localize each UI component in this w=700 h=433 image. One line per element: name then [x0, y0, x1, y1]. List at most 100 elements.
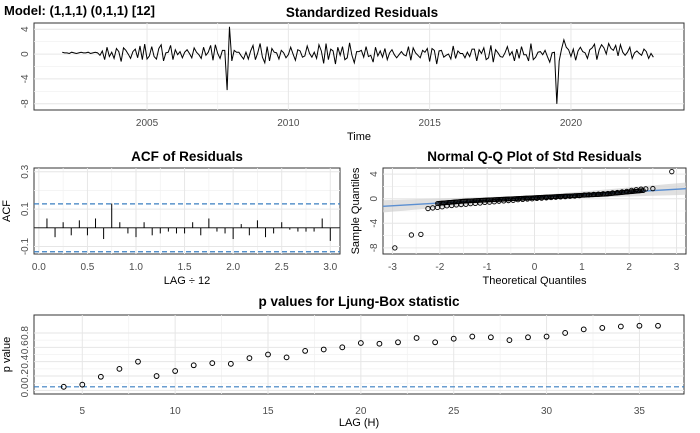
qq-point: [624, 188, 630, 194]
acf-x-tick-label: 3.0: [323, 262, 337, 273]
acf-y-tick-label: 0.1: [20, 202, 31, 216]
panel-acf: 0.0 0.5 1.0 1.5 2.0 2.5 3.0 0.3 0.1 -0.1 ACF of Re…: [1, 149, 341, 287]
ljung-point: [227, 360, 234, 367]
resid-x-tick-label: 2010: [277, 118, 300, 129]
ljung-y-tick-label: 0.6: [20, 340, 31, 354]
resid-y-tick-label: 0: [20, 51, 31, 57]
ljung-point: [265, 351, 271, 358]
panel-qq: -3 -2 -1 0 1 2 3 4 0 -4 -8 Normal Q-Q Plot of Std R…: [350, 149, 687, 287]
ljung-x-tick-label: 5: [80, 406, 86, 417]
ljung-y-axis-label: p value: [1, 337, 13, 372]
ljung-y-tick-label: 0.0: [20, 383, 31, 397]
ljung-point: [357, 340, 364, 346]
acf-title: ACF of Residuals: [131, 149, 243, 164]
acf-x-tick-label: 0.0: [32, 262, 46, 273]
model-label: Model: (1,1,1) (0,1,1) [12]: [4, 3, 155, 18]
ljung-x-tick-label: 30: [541, 406, 553, 417]
ljung-point: [450, 335, 457, 342]
resid-title: Standardized Residuals: [286, 5, 438, 20]
qq-point: [669, 169, 675, 175]
qq-point: [643, 186, 649, 192]
ljung-point: [487, 334, 494, 341]
ljung-point: [376, 340, 383, 347]
ljung-point: [636, 322, 643, 329]
qq-point: [392, 245, 398, 251]
ljung-y-tick-label: 0.4: [20, 354, 31, 368]
ljung-point: [617, 323, 624, 330]
ljung-x-tick-label: 35: [634, 406, 646, 417]
ljung-x-tick-label: 25: [448, 406, 460, 417]
ljung-point: [469, 333, 476, 340]
ljung-point: [135, 358, 141, 365]
ljung-grid: [34, 315, 684, 394]
resid-series-line: [62, 26, 654, 104]
ljung-point: [97, 373, 104, 380]
ljung-point: [246, 355, 253, 361]
qq-y-tick-label: 4: [369, 171, 380, 177]
qq-y-axis-label: Sample Quantiles: [350, 167, 362, 254]
qq-x-tick-label: 0: [532, 262, 538, 273]
qq-x-tick-label: -1: [483, 262, 492, 273]
acf-x-tick-label: 2.0: [226, 262, 240, 273]
ljung-point: [395, 339, 401, 346]
ljung-point: [339, 344, 346, 351]
ljung-point: [506, 337, 513, 344]
ljung-x-axis-label: LAG (H): [339, 417, 379, 429]
qq-y-tick-label: -4: [369, 218, 380, 227]
qq-point: [439, 204, 445, 210]
qq-point: [418, 231, 424, 237]
ljung-point: [153, 373, 160, 379]
resid-y-tick-label: 4: [20, 26, 31, 32]
panel-resid: 2005 2010 2015 2020 4 0 -4 -8 Standardized Resid…: [20, 5, 685, 143]
ljung-point: [283, 354, 290, 361]
ljung-point: [599, 325, 606, 331]
ljung-point: [562, 330, 569, 336]
qq-x-tick-label: 3: [674, 262, 680, 273]
acf-x-axis-label: LAG ÷ 12: [164, 275, 210, 287]
resid-x-tick-label: 2005: [136, 118, 159, 129]
resid-y-tick-label: -8: [20, 99, 31, 108]
qq-x-tick-label: 1: [579, 262, 585, 273]
qq-x-tick-label: 2: [626, 262, 632, 273]
resid-x-tick-label: 2015: [419, 118, 442, 129]
ljung-point: [79, 381, 86, 388]
resid-grid: [34, 23, 684, 110]
ljung-y-tick-label: 0.2: [20, 369, 31, 383]
ljung-point: [655, 322, 661, 329]
ljung-point: [172, 368, 179, 374]
ljung-x-tick-label: 10: [170, 406, 182, 417]
acf-y-axis-label: ACF: [1, 200, 13, 222]
acf-y-tick-label: 0.3: [20, 164, 31, 178]
acf-y-tick-label: -0.1: [20, 237, 31, 255]
qq-x-axis-label: Theoretical Quantiles: [483, 275, 587, 287]
acf-x-tick-label: 1.0: [129, 262, 143, 273]
ljung-x-tick-label: 20: [355, 406, 367, 417]
acf-plot-frame: [33, 167, 341, 255]
panel-ljung: 5 10 15 20 25 30 35 0.00.20.40.60.8 p values for…: [1, 294, 685, 429]
ljung-point: [580, 326, 587, 333]
qq-title: Normal Q-Q Plot of Std Residuals: [427, 149, 642, 164]
resid-y-tick-label: -4: [20, 74, 31, 83]
ljung-y-tick-label: 0.8: [20, 326, 31, 340]
ljung-point: [116, 365, 123, 372]
ljung-point: [432, 339, 439, 346]
qq-point: [408, 232, 415, 238]
acf-x-tick-label: 0.5: [80, 262, 94, 273]
qq-y-tick-label: 0: [369, 195, 380, 201]
ljung-point: [302, 348, 309, 354]
qq-point: [650, 185, 656, 192]
ljung-point: [190, 362, 197, 369]
ljung-point: [413, 335, 420, 341]
ljung-point: [60, 383, 67, 390]
qq-y-tick-label: -8: [369, 243, 380, 252]
acf-x-tick-label: 2.5: [275, 262, 289, 273]
qq-x-tick-label: -3: [388, 262, 397, 273]
qq-x-tick-label: -2: [435, 262, 444, 273]
ljung-x-tick-label: 15: [262, 406, 274, 417]
ljung-point: [320, 346, 327, 353]
ljung-point: [525, 334, 531, 341]
resid-x-axis-label: Time: [347, 131, 371, 143]
ljung-point: [209, 360, 216, 367]
resid-x-tick-label: 2020: [560, 118, 583, 129]
